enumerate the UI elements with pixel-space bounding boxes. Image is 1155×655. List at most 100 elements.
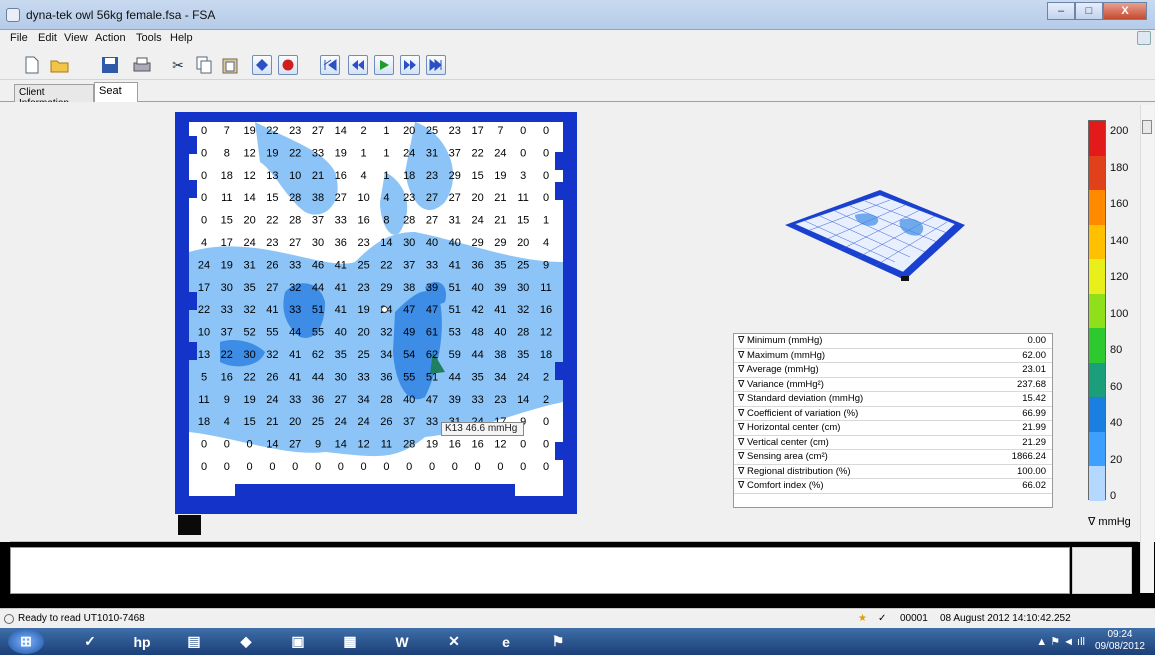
pressure-cell[interactable]: 44 <box>471 349 483 361</box>
pressure-cell[interactable]: 11 <box>221 192 232 204</box>
pressure-cell[interactable]: 16 <box>357 215 369 227</box>
pressure-cell[interactable]: 0 <box>543 170 549 182</box>
pressure-cell[interactable]: 51 <box>312 304 324 316</box>
open-icon[interactable] <box>50 55 70 75</box>
pressure-cell[interactable]: 25 <box>426 125 438 137</box>
pressure-cell[interactable]: 33 <box>289 304 301 316</box>
pressure-cell[interactable]: 12 <box>540 327 552 339</box>
pressure-cell[interactable]: 0 <box>224 461 230 473</box>
pressure-cell[interactable]: 24 <box>517 371 529 383</box>
pressure-cell[interactable]: 19 <box>335 147 347 159</box>
pressure-cell[interactable]: 20 <box>403 125 415 137</box>
taskbar-app-icon[interactable]: ✓ <box>84 633 96 649</box>
pressure-cell[interactable]: 48 <box>471 327 483 339</box>
word-icon[interactable]: W <box>395 633 409 650</box>
pressure-cell[interactable]: 2 <box>543 371 549 383</box>
pressure-cell[interactable]: 30 <box>243 349 255 361</box>
pressure-cell[interactable]: 1 <box>383 170 389 182</box>
pressure-cell[interactable]: 0 <box>338 461 344 473</box>
help-assistant-icon[interactable] <box>1137 31 1151 45</box>
pressure-cell[interactable]: 23 <box>426 170 438 182</box>
stat-row[interactable]: ∇ Average (mmHg) 23.01 <box>734 363 1052 378</box>
maximize-button[interactable]: □ <box>1075 2 1103 20</box>
pressure-cell[interactable]: 40 <box>335 327 347 339</box>
pressure-cell[interactable]: 22 <box>289 147 301 159</box>
pressure-cell[interactable]: 0 <box>497 461 503 473</box>
pressure-cell[interactable]: 18 <box>221 170 233 182</box>
pressure-3d-view[interactable] <box>785 180 965 285</box>
pressure-cell[interactable]: 38 <box>312 192 324 204</box>
pressure-cell[interactable]: 29 <box>449 170 461 182</box>
pressure-cell[interactable]: 13 <box>198 349 210 361</box>
pressure-cell[interactable]: 61 <box>426 327 438 339</box>
pressure-cell[interactable]: 26 <box>380 416 392 428</box>
pressure-cell[interactable]: 31 <box>426 147 438 159</box>
pressure-cell[interactable]: 20 <box>471 192 483 204</box>
pressure-cell[interactable]: 33 <box>289 259 301 271</box>
last-frame-icon[interactable] <box>426 55 446 75</box>
pressure-cell[interactable]: 18 <box>198 416 210 428</box>
clock[interactable]: 09:24 09/08/2012 <box>1095 629 1145 653</box>
pressure-cell[interactable]: 24 <box>335 416 347 428</box>
pressure-cell[interactable]: 55 <box>403 371 415 383</box>
pressure-cell[interactable]: 3 <box>520 170 526 182</box>
pressure-cell[interactable]: 34 <box>380 349 392 361</box>
pressure-cell[interactable]: 33 <box>312 147 324 159</box>
pressure-cell[interactable]: 28 <box>289 215 301 227</box>
pressure-cell[interactable]: 12 <box>243 170 255 182</box>
stat-row[interactable]: ∇ Maximum (mmHg) 62.00 <box>734 349 1052 363</box>
pressure-cell[interactable]: 7 <box>224 125 230 137</box>
pressure-cell[interactable]: 20 <box>243 215 255 227</box>
pressure-cell[interactable]: 2 <box>543 394 549 406</box>
pressure-cell[interactable]: 9 <box>543 259 549 271</box>
minimize-button[interactable]: – <box>1047 2 1075 20</box>
explorer-icon[interactable]: ▤ <box>187 633 201 649</box>
pressure-cell[interactable]: 14 <box>335 125 347 137</box>
pressure-cell[interactable]: 23 <box>494 394 506 406</box>
menu-help[interactable]: Help <box>170 32 193 44</box>
pressure-cell[interactable]: 36 <box>471 259 483 271</box>
pressure-cell[interactable]: 0 <box>201 147 207 159</box>
pressure-cell[interactable]: 54 <box>403 349 415 361</box>
pressure-cell[interactable]: 0 <box>520 439 526 451</box>
pressure-cell[interactable]: 41 <box>335 304 347 316</box>
pressure-cell[interactable]: 28 <box>403 215 415 227</box>
pressure-cell[interactable]: 36 <box>380 371 392 383</box>
stat-row[interactable]: ∇ Sensing area (cm²) 1866.24 <box>734 450 1052 465</box>
stat-row[interactable]: ∇ Regional distribution (%) 100.00 <box>734 465 1052 479</box>
pressure-cell[interactable]: 22 <box>221 349 233 361</box>
pressure-cell[interactable]: 27 <box>335 192 347 204</box>
media-icon[interactable]: ◆ <box>240 633 252 649</box>
pressure-cell[interactable]: 51 <box>449 304 461 316</box>
pressure-cell[interactable]: 36 <box>335 237 347 249</box>
pressure-cell[interactable]: 40 <box>449 237 461 249</box>
pressure-cell[interactable]: 0 <box>406 461 412 473</box>
pressure-cell[interactable]: 4 <box>361 170 367 182</box>
pressure-cell[interactable]: 46 <box>312 259 324 271</box>
fsa-app-icon[interactable]: ⚑ <box>551 633 565 649</box>
pressure-cell[interactable]: 0 <box>201 461 207 473</box>
pressure-cell[interactable]: 0 <box>475 461 481 473</box>
pressure-cell[interactable]: 20 <box>289 416 301 428</box>
internet-explorer-icon[interactable]: e <box>502 633 510 650</box>
stat-row[interactable]: ∇ Coefficient of variation (%) 66.99 <box>734 407 1052 421</box>
pressure-cell[interactable]: 10 <box>198 327 210 339</box>
pressure-cell[interactable]: 14 <box>266 439 278 451</box>
pressure-cell[interactable]: 40 <box>403 394 415 406</box>
stat-row[interactable]: ∇ Variance (mmHg²) 237.68 <box>734 378 1052 392</box>
pressure-cell[interactable]: 30 <box>403 237 415 249</box>
pressure-cell[interactable]: 22 <box>380 259 392 271</box>
stat-row[interactable]: ∇ Comfort index (%) 66.02 <box>734 479 1052 494</box>
pressure-cell[interactable]: 15 <box>471 170 483 182</box>
pressure-cell[interactable]: 0 <box>520 125 526 137</box>
pressure-cell[interactable]: 16 <box>335 170 347 182</box>
pressure-cell[interactable]: 27 <box>449 192 461 204</box>
pressure-cell[interactable]: 24 <box>266 394 278 406</box>
pressure-cell[interactable]: 13 <box>266 170 278 182</box>
pressure-cell[interactable]: 26 <box>266 371 278 383</box>
pressure-cell[interactable]: 23 <box>289 125 301 137</box>
pressure-cell[interactable]: 40 <box>471 282 483 294</box>
tab-seat[interactable]: Seat <box>94 82 138 103</box>
pressure-cell[interactable]: 52 <box>243 327 255 339</box>
pressure-cell[interactable]: 0 <box>247 439 253 451</box>
